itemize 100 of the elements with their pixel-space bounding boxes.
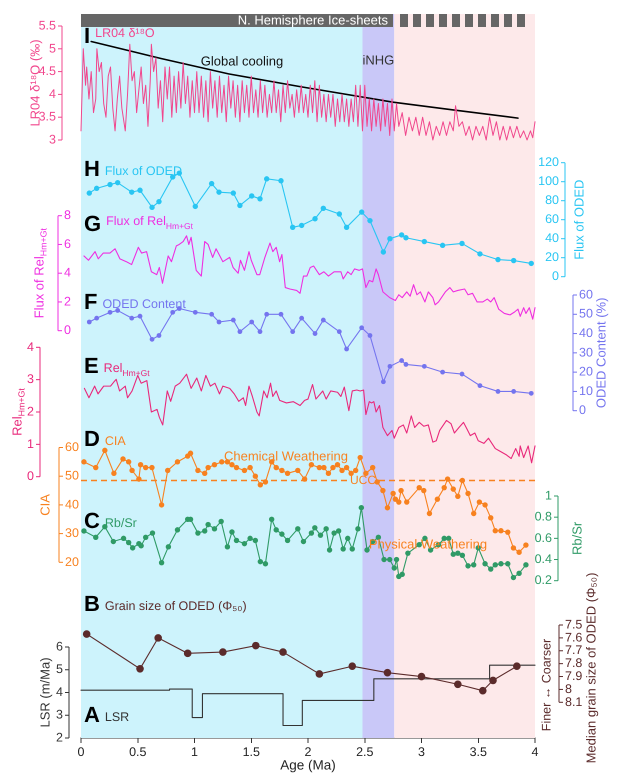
- point: [94, 186, 100, 192]
- point: [511, 389, 516, 394]
- point: [528, 390, 534, 396]
- y-axis-title: LSR (m/Ma): [38, 657, 53, 728]
- point: [478, 686, 487, 695]
- series-label: Grain size of ODED (Φ₅₀): [104, 599, 247, 613]
- y2-tick-label: 0.4: [534, 552, 552, 566]
- point: [208, 180, 214, 186]
- y-tick-label: 50: [65, 468, 79, 483]
- series-label: LSR: [104, 710, 130, 724]
- point: [154, 634, 162, 642]
- point: [264, 312, 270, 317]
- x-tick-label: 3.5: [470, 744, 487, 759]
- y2-tick-label: 8: [565, 682, 572, 696]
- y2-axis-title: ODED Content (%): [594, 298, 609, 408]
- x-tick-label: 1: [191, 744, 198, 759]
- x-tick-label: 3: [418, 744, 426, 759]
- point: [278, 178, 284, 184]
- point: [230, 318, 236, 322]
- y2-tick-label: 80: [545, 193, 560, 208]
- y-tick-label: 4: [27, 340, 34, 354]
- y-tick-label: 5: [49, 41, 56, 56]
- point: [398, 232, 404, 238]
- point: [496, 389, 500, 394]
- point: [156, 198, 162, 204]
- point: [136, 665, 144, 673]
- point: [264, 176, 270, 182]
- point: [219, 648, 227, 656]
- point: [249, 193, 254, 199]
- chart-title: D: [84, 426, 100, 451]
- point: [137, 188, 143, 193]
- chart-title: G: [84, 211, 102, 236]
- y-axis-title: CIA: [38, 494, 53, 516]
- point: [344, 346, 349, 352]
- y-axis-title: Flux of RelHm+Gt: [32, 227, 48, 318]
- point: [384, 668, 392, 676]
- point: [418, 672, 426, 680]
- point: [380, 379, 386, 384]
- y2-tick-label: 0.8: [534, 510, 552, 524]
- chart-title: H: [84, 156, 100, 181]
- y-tick-label: 4: [64, 266, 71, 280]
- point: [344, 224, 350, 230]
- point: [86, 190, 92, 196]
- y2-tick-label: 0: [552, 269, 560, 284]
- point: [209, 312, 214, 317]
- point: [156, 333, 162, 338]
- y-tick-label: 20: [65, 554, 79, 569]
- point: [440, 370, 446, 375]
- y-tick-label: 3: [49, 132, 56, 146]
- point: [528, 260, 534, 266]
- point: [86, 320, 92, 324]
- y2-tick-label: 100: [538, 174, 560, 188]
- point: [129, 189, 134, 195]
- point: [108, 310, 112, 315]
- chart-title: E: [84, 353, 99, 378]
- y-tick-label: 1: [27, 436, 34, 451]
- point: [249, 320, 254, 324]
- y2-tick-label: 0.6: [534, 530, 552, 545]
- y2-tick-label: 0.2: [534, 573, 552, 588]
- point: [129, 316, 134, 321]
- y-tick-label: 5: [56, 662, 64, 676]
- point: [316, 670, 324, 678]
- point: [510, 258, 516, 264]
- y2-tick-label: 7.6: [565, 630, 582, 644]
- y2-tick-label: 7.5: [565, 617, 582, 632]
- y-tick-label: 8: [64, 208, 71, 222]
- y2-tick-label: 0: [579, 403, 586, 418]
- point: [216, 189, 222, 195]
- y-tick-label: 0: [64, 323, 71, 338]
- y-tick-label: 30: [65, 526, 79, 540]
- band-label: iNHG: [362, 52, 394, 68]
- point: [460, 372, 464, 376]
- y2-tick-label: 20: [545, 250, 560, 264]
- y-tick-label: 40: [65, 497, 79, 512]
- chart-title: B: [84, 591, 100, 616]
- point: [150, 336, 154, 342]
- y2-tick-label: 7.8: [565, 656, 582, 670]
- y2-axis-title: Median grain size of ODED (Φ₅₀): [584, 572, 599, 764]
- point: [422, 364, 427, 369]
- point: [114, 180, 120, 186]
- y2-tick-label: 60: [579, 287, 593, 302]
- point: [380, 249, 386, 255]
- series-label: LR04 δ¹⁸O: [95, 26, 155, 40]
- y-tick-label: 3: [56, 708, 64, 722]
- point: [367, 218, 373, 224]
- y2-tick-label: 120: [538, 155, 560, 170]
- y-tick-label: 4.5: [38, 64, 56, 78]
- point: [82, 630, 90, 638]
- point: [404, 362, 408, 367]
- y-tick-label: 6: [56, 639, 64, 654]
- y-tick-label: 0: [27, 469, 34, 484]
- y-tick-label: 4: [56, 684, 64, 699]
- point: [513, 662, 521, 670]
- y2-tick-label: 8.1: [565, 694, 582, 709]
- point: [184, 650, 192, 658]
- y2-tick-label: 7.7: [565, 643, 582, 658]
- point: [237, 202, 243, 208]
- y2-tick-label: 40: [579, 326, 593, 340]
- y2-tick-label: 7.9: [565, 668, 582, 683]
- x-axis-title: Age (Ma): [280, 758, 336, 773]
